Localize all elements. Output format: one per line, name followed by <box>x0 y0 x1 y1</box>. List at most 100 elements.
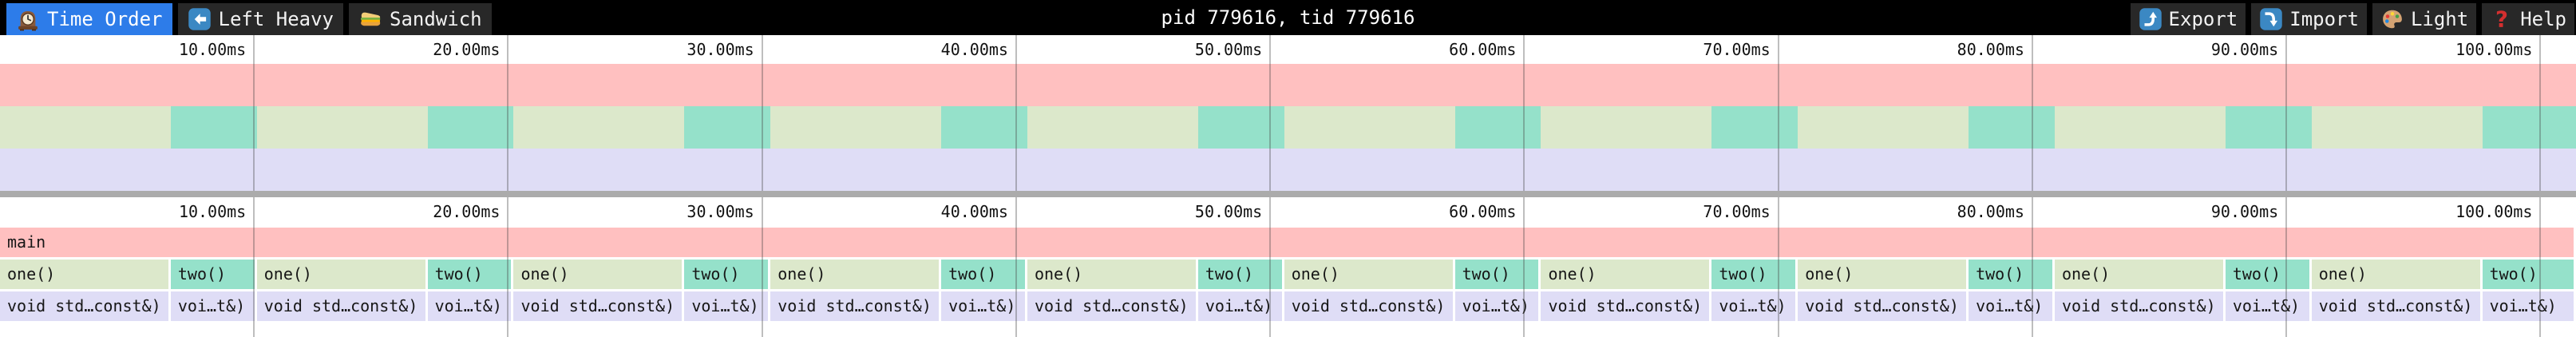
ruler-tick-label: 60.00ms <box>1449 202 1517 221</box>
frame-void-std-const[interactable]: void std…const&) <box>770 291 940 321</box>
tab-label: Time Order <box>47 8 163 30</box>
ruler-tick-label: 10.00ms <box>178 40 247 59</box>
frame-one[interactable]: one() <box>2054 260 2223 289</box>
frame-void-std-const[interactable]: void std…const&) <box>1284 291 1453 321</box>
frame-label: two() <box>1205 264 1254 283</box>
tab-left-heavy[interactable]: Left Heavy <box>177 3 343 35</box>
frame-two[interactable]: two() <box>427 260 512 289</box>
tab-strip: Time Order Left Heavy Sandwich <box>6 3 492 35</box>
frame-void-std-const[interactable]: void std…const&) <box>1541 291 1710 321</box>
tab-label: Left Heavy <box>218 8 334 30</box>
frame-void-std-const[interactable]: void std…const&) <box>1798 291 1967 321</box>
minimap-frame-voi-t <box>1454 149 1541 191</box>
frame-label: one() <box>520 264 569 283</box>
ruler-tick-label: 70.00ms <box>1703 40 1771 59</box>
minimap-frame-two <box>941 106 1027 149</box>
frame-two[interactable]: two() <box>2482 260 2574 289</box>
frame-voi-t[interactable]: voi…t&) <box>2482 291 2574 321</box>
frame-label: two() <box>1976 264 2024 283</box>
frame-one[interactable]: one() <box>1027 260 1196 289</box>
minimap-frame-one <box>0 106 171 149</box>
minimap-frame-voi-t <box>170 149 257 191</box>
minimap-frame-main <box>0 64 2576 106</box>
minimap-frame-two <box>2482 106 2576 149</box>
ruler-tick-label: 70.00ms <box>1703 202 1771 221</box>
tab-sandwich[interactable]: Sandwich <box>349 3 492 35</box>
frame-one[interactable]: one() <box>1798 260 1967 289</box>
frame-label: void std…const&) <box>520 296 675 315</box>
frame-two[interactable]: two() <box>1197 260 1282 289</box>
help-icon: ? <box>2490 7 2514 31</box>
tab-time-order[interactable]: Time Order <box>6 3 172 35</box>
frame-two[interactable]: two() <box>941 260 1025 289</box>
minimap-frame-void-std-const <box>1798 149 1969 191</box>
frame-label: voi…t&) <box>1976 296 2044 315</box>
frame-two[interactable]: two() <box>2225 260 2309 289</box>
frame-main[interactable]: main <box>0 228 2574 257</box>
frame-voi-t[interactable]: voi…t&) <box>2225 291 2309 321</box>
minimap-frame-voi-t <box>941 149 1027 191</box>
export-button[interactable]: Export <box>2130 3 2246 35</box>
minimap-frame-two <box>684 106 771 149</box>
frame-one[interactable]: one() <box>513 260 683 289</box>
frame-one[interactable]: one() <box>1284 260 1453 289</box>
minimap-frame-two <box>1454 106 1541 149</box>
frame-label: two() <box>948 264 997 283</box>
help-button[interactable]: ? Help <box>2482 3 2574 35</box>
minimap-frame-voi-t <box>2225 149 2312 191</box>
minimap-frame-two <box>427 106 514 149</box>
minimap-frame-voi-t <box>427 149 514 191</box>
frame-voi-t[interactable]: voi…t&) <box>1197 291 1282 321</box>
frame-label: voi…t&) <box>948 296 1016 315</box>
minimap-frame-void-std-const <box>0 149 171 191</box>
frame-void-std-const[interactable]: void std…const&) <box>1027 291 1196 321</box>
frame-one[interactable]: one() <box>0 260 168 289</box>
frame-voi-t[interactable]: voi…t&) <box>1969 291 2052 321</box>
frame-label: main <box>7 232 46 252</box>
frame-voi-t[interactable]: voi…t&) <box>170 291 255 321</box>
frame-one[interactable]: one() <box>1541 260 1710 289</box>
frame-voi-t[interactable]: voi…t&) <box>684 291 769 321</box>
frame-void-std-const[interactable]: void std…const&) <box>0 291 168 321</box>
frame-voi-t[interactable]: voi…t&) <box>941 291 1025 321</box>
light-button[interactable]: Light <box>2372 3 2477 35</box>
frame-one[interactable]: one() <box>256 260 425 289</box>
frame-label: voi…t&) <box>1719 296 1787 315</box>
minimap-frame-one <box>2054 106 2226 149</box>
frame-two[interactable]: two() <box>1454 260 1539 289</box>
frame-one[interactable]: one() <box>770 260 940 289</box>
minimap-frame-one <box>1284 106 1455 149</box>
ruler-tick-label: 100.00ms <box>2455 202 2533 221</box>
frame-void-std-const[interactable]: void std…const&) <box>256 291 425 321</box>
minimap-frame-one <box>256 106 428 149</box>
frame-void-std-const[interactable]: void std…const&) <box>2311 291 2480 321</box>
frame-one[interactable]: one() <box>2311 260 2480 289</box>
frame-two[interactable]: two() <box>1969 260 2052 289</box>
frame-label: void std…const&) <box>263 296 418 315</box>
frame-label: one() <box>1291 264 1339 283</box>
svg-text:?: ? <box>2495 7 2508 31</box>
frame-void-std-const[interactable]: void std…const&) <box>513 291 683 321</box>
palette-icon <box>2380 7 2404 31</box>
minimap-frame-two <box>170 106 257 149</box>
frame-two[interactable]: two() <box>170 260 255 289</box>
frame-label: two() <box>691 264 740 283</box>
ruler-tick-label: 30.00ms <box>687 202 754 221</box>
minimap-frame-voi-t <box>1969 149 2055 191</box>
minimap-frame-two <box>1969 106 2055 149</box>
frame-label: two() <box>177 264 227 283</box>
ruler-tick-label: 30.00ms <box>687 40 754 59</box>
topbar-actions: Export Import Light ? Help <box>2130 3 2574 35</box>
frame-void-std-const[interactable]: void std…const&) <box>2054 291 2223 321</box>
frame-two[interactable]: two() <box>1711 260 1796 289</box>
minimap-frame-voi-t <box>1711 149 1798 191</box>
frame-two[interactable]: two() <box>684 260 769 289</box>
frame-voi-t[interactable]: voi…t&) <box>427 291 512 321</box>
frame-label: void std…const&) <box>778 296 932 315</box>
import-button[interactable]: Import <box>2251 3 2367 35</box>
minimap[interactable]: 10.00ms 20.00ms 30.00ms 40.00ms 50.00ms 60.00… <box>0 35 2576 191</box>
minimap-frame-void-std-const <box>1027 149 1198 191</box>
frame-voi-t[interactable]: voi…t&) <box>1454 291 1539 321</box>
frame-label: voi…t&) <box>2489 296 2557 315</box>
frame-voi-t[interactable]: voi…t&) <box>1711 291 1796 321</box>
